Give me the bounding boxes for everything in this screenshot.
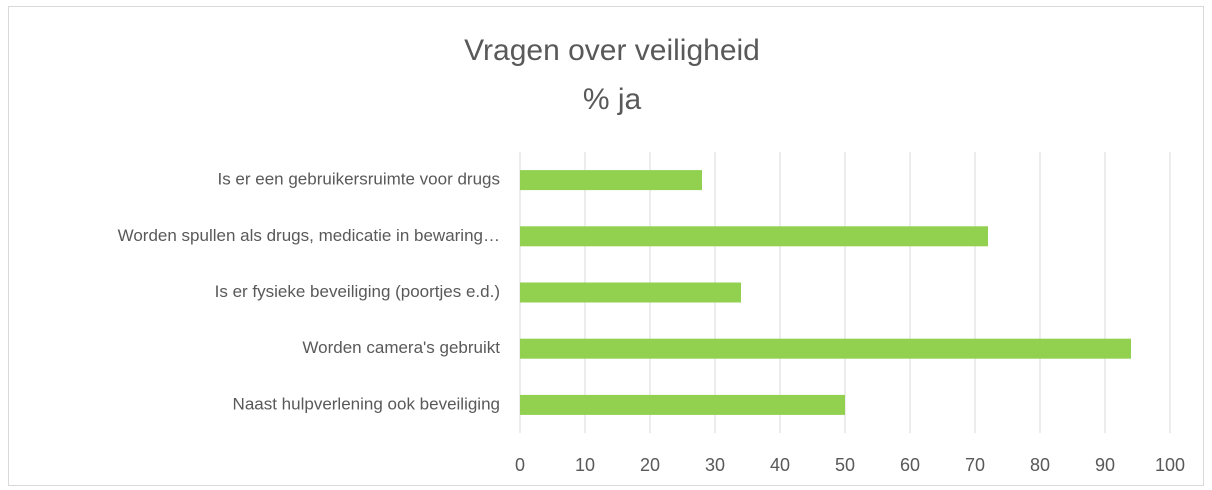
bar: [520, 170, 702, 191]
x-tick-label: 100: [1155, 455, 1185, 475]
x-tick-label: 60: [900, 455, 920, 475]
x-tick-label: 10: [575, 455, 595, 475]
bar: [520, 226, 988, 247]
x-tick-label: 30: [705, 455, 725, 475]
chart-subtitle: % ja: [583, 83, 642, 116]
y-tick-label: Worden camera's gebruikt: [302, 338, 500, 357]
y-tick-label: Is er fysieke beveiliging (poortjes e.d.…: [215, 282, 500, 301]
y-tick-label: Worden spullen als drugs, medicatie in b…: [118, 226, 500, 245]
bar: [520, 338, 1131, 359]
bar: [520, 394, 845, 415]
x-tick-label: 90: [1095, 455, 1115, 475]
chart-title: Vragen over veiligheid: [464, 34, 760, 67]
x-tick-label: 0: [515, 455, 525, 475]
y-tick-label: Naast hulpverlening ook beveiliging: [233, 394, 500, 413]
x-tick-label: 40: [770, 455, 790, 475]
x-tick-label: 20: [640, 455, 660, 475]
y-tick-label: Is er een gebruikersruimte voor drugs: [217, 170, 500, 189]
x-tick-label: 50: [835, 455, 855, 475]
x-tick-label: 70: [965, 455, 985, 475]
x-tick-label: 80: [1030, 455, 1050, 475]
bar: [520, 282, 741, 303]
